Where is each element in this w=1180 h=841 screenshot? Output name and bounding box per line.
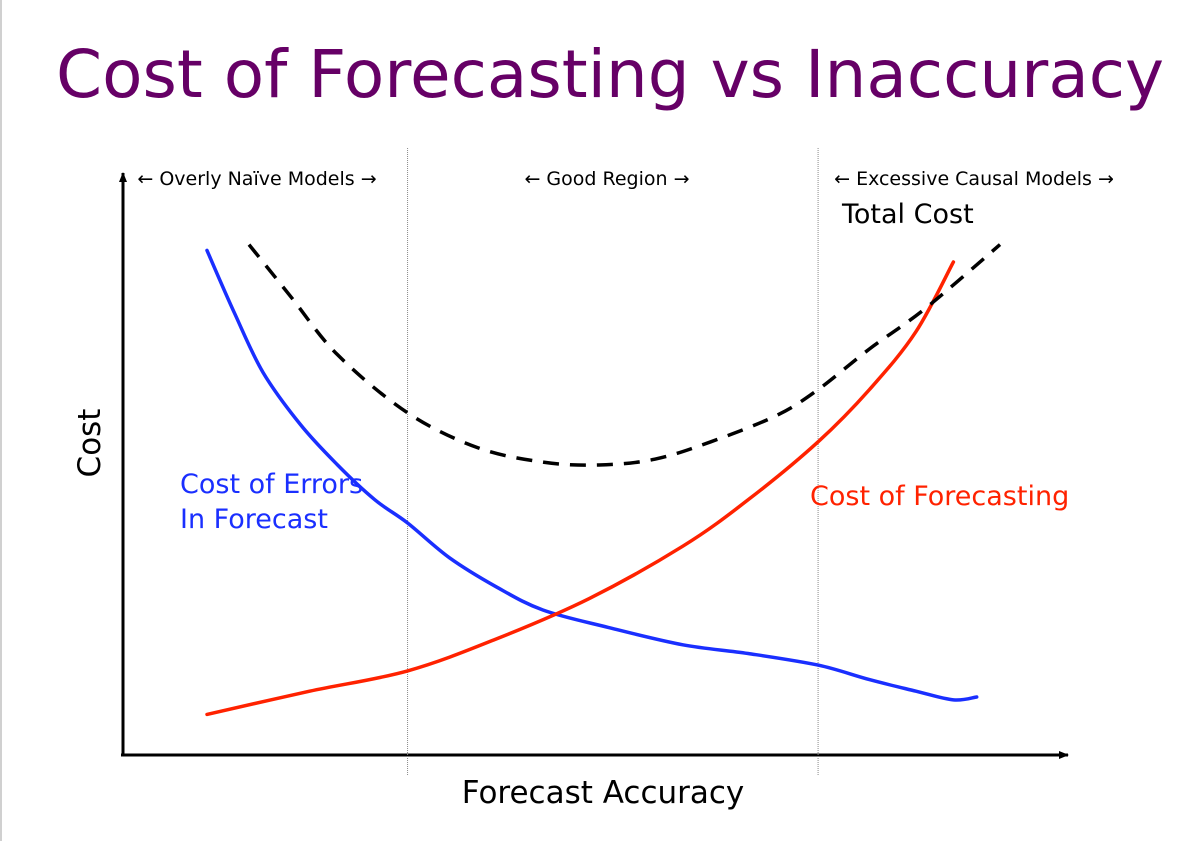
region-label-causal: ← Excessive Causal Models →: [834, 168, 1114, 190]
series-line-cost-of-errors: [205, 248, 979, 702]
forecasting-label: Cost of Forecasting: [810, 481, 1069, 512]
x-axis-label: Forecast Accuracy: [462, 775, 745, 811]
y-axis-label: Cost: [72, 409, 108, 478]
region-label-good: ← Good Region →: [524, 168, 689, 190]
series-line-total-cost: [247, 243, 1002, 467]
slide-title: Cost of Forecasting vs Inaccuracy: [56, 36, 1165, 113]
region-label-naive: ← Overly Naïve Models →: [137, 168, 376, 190]
errors-label-line1: Cost of Errors: [180, 469, 363, 500]
slide-left-border: [0, 0, 2, 841]
series-line-cost-of-forecasting: [205, 260, 956, 717]
errors-label-line2: In Forecast: [180, 504, 328, 535]
total-cost-label: Total Cost: [841, 199, 974, 230]
